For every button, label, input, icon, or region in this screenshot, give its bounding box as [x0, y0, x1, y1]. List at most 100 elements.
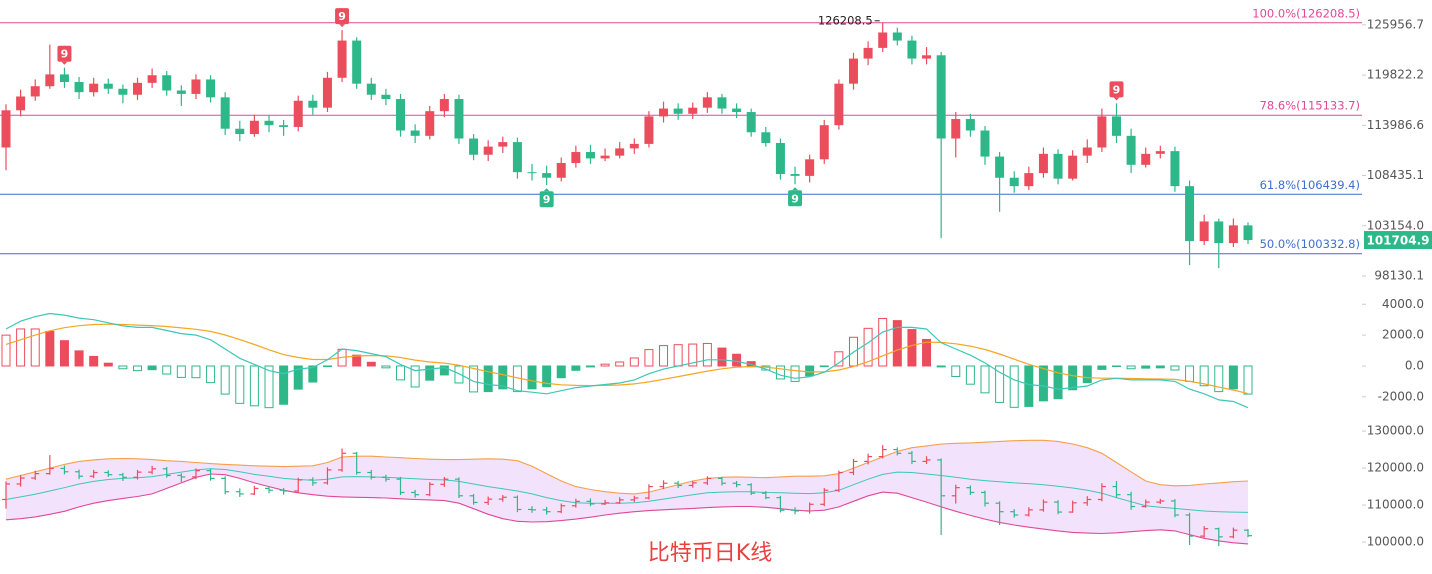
macd-bar: [308, 365, 318, 383]
candle-body: [1170, 151, 1180, 187]
candle-body: [1009, 177, 1019, 187]
candle-body: [322, 77, 332, 108]
candle-body: [30, 86, 40, 97]
td-label: 9: [1113, 83, 1121, 96]
candle-body: [381, 94, 391, 100]
macd-bar: [59, 340, 69, 367]
fib-label: 61.8%(106439.4): [1260, 178, 1360, 192]
y-tick-label: 2000.0: [1382, 328, 1424, 342]
y-tick-label: 110000.0: [1367, 498, 1424, 512]
macd-bar: [892, 320, 902, 367]
y-tick-label: 108435.1: [1367, 168, 1424, 182]
candle-body: [878, 32, 888, 48]
macd-bar: [366, 361, 376, 367]
macd-bar: [615, 361, 625, 367]
macd-bar: [951, 365, 961, 377]
macd-bar: [775, 365, 785, 380]
candle-body: [717, 97, 727, 109]
candle-body: [556, 162, 566, 178]
candle-body: [469, 138, 479, 155]
macd-bar: [1009, 365, 1019, 408]
candle-body: [206, 79, 216, 98]
dea-line: [5, 323, 1249, 395]
macd-bar: [1126, 365, 1136, 370]
candle-body: [147, 75, 157, 83]
td-pointer: [543, 188, 550, 192]
td-marker: [335, 8, 350, 25]
macd-bar: [1155, 365, 1165, 369]
candle-body: [1214, 221, 1224, 244]
candle-body: [673, 108, 683, 114]
high-annotation: 126208.5: [818, 13, 873, 27]
candle-body: [191, 79, 201, 94]
macd-bar: [264, 365, 274, 409]
candle-body: [176, 90, 186, 94]
macd-bar: [1082, 365, 1092, 384]
macd-bar: [732, 353, 742, 367]
candle-body: [439, 99, 449, 112]
candle-body: [848, 58, 858, 84]
candle-body: [1199, 221, 1209, 242]
candle-body: [805, 159, 815, 176]
macd-bar: [1228, 365, 1238, 390]
fib-label: 100.0%(126208.5): [1252, 6, 1360, 20]
candle-body: [352, 40, 362, 84]
macd-bar: [16, 328, 26, 367]
macd-bar: [176, 365, 186, 378]
macd-bar: [191, 365, 201, 379]
candle-body: [1126, 135, 1136, 165]
td-pointer: [1113, 97, 1120, 101]
y-tick-label: 4000.0: [1382, 297, 1424, 311]
td-pointer: [339, 24, 346, 28]
macd-bar: [1068, 365, 1078, 391]
candle-body: [366, 83, 376, 95]
candle-body: [308, 100, 318, 108]
candle-body: [907, 40, 917, 59]
upper-line: [5, 439, 1249, 495]
candle-body: [542, 173, 552, 178]
macd-bar: [410, 365, 420, 388]
last-price-tag: [1364, 231, 1432, 250]
macd-bar: [45, 330, 55, 367]
y-tick-label: 100000.0: [1367, 535, 1424, 549]
macd-bar: [425, 365, 435, 381]
macd-bar: [162, 365, 172, 375]
macd-bar: [381, 365, 391, 369]
candle-body: [1082, 147, 1092, 156]
macd-bar: [995, 365, 1005, 403]
candle-body: [498, 142, 508, 147]
candle-body: [732, 108, 742, 113]
macd-bar: [585, 365, 595, 368]
candle-body: [425, 111, 435, 136]
candle-body: [16, 96, 26, 111]
candle-body: [644, 116, 654, 144]
macd-bar: [74, 350, 84, 367]
macd-bar: [878, 317, 888, 367]
td-marker: [1109, 81, 1124, 98]
candle-body: [659, 108, 669, 117]
macd-bar: [235, 365, 245, 404]
last-price-label: 101704.9: [1366, 234, 1429, 248]
candle-body: [615, 148, 625, 156]
macd-bar: [483, 365, 493, 393]
candle-body: [235, 128, 245, 135]
macd-bar: [1097, 365, 1107, 370]
macd-bar: [922, 338, 932, 367]
candle-body: [980, 130, 990, 157]
macd-bar: [790, 365, 800, 382]
macd-bar: [498, 365, 508, 390]
candle-body: [629, 143, 639, 149]
macd-bar: [1141, 365, 1151, 369]
candle-body: [118, 88, 128, 95]
lower-line: [5, 473, 1249, 545]
macd-bar: [907, 329, 917, 367]
macd-bar: [629, 357, 639, 367]
macd-bar: [322, 365, 332, 368]
candle-body: [527, 172, 537, 174]
candle-body: [59, 74, 69, 82]
candle-body: [1185, 186, 1195, 242]
candle-body: [293, 100, 303, 127]
td-label: 9: [543, 193, 551, 206]
macd-bar: [220, 365, 230, 395]
candle-body: [1053, 153, 1063, 179]
